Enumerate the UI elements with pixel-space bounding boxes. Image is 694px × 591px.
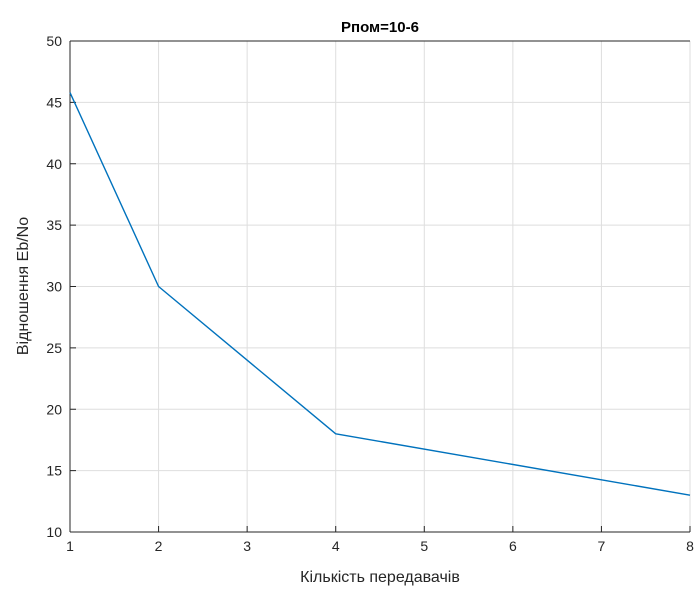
x-tick-label: 7 bbox=[598, 538, 606, 554]
y-axis-title: Відношення Eb/No bbox=[15, 217, 32, 355]
x-tick-label: 2 bbox=[155, 538, 163, 554]
y-tick-label: 15 bbox=[46, 463, 62, 479]
y-tick-label: 40 bbox=[46, 156, 62, 172]
x-axis-title: Кількість передавачів bbox=[300, 569, 460, 586]
y-tick-label: 10 bbox=[46, 524, 62, 540]
x-tick-label: 1 bbox=[66, 538, 74, 554]
y-tick-label: 20 bbox=[46, 401, 62, 417]
y-tick-label: 35 bbox=[46, 217, 62, 233]
x-tick-label: 3 bbox=[243, 538, 251, 554]
chart-title: Рпом=10-6 bbox=[341, 19, 419, 36]
data-series bbox=[69, 92, 691, 496]
x-tick-label: 8 bbox=[686, 538, 694, 554]
y-tick-label: 25 bbox=[46, 340, 62, 356]
x-tick-label: 5 bbox=[420, 538, 428, 554]
series-line bbox=[69, 92, 691, 496]
y-tick-label: 45 bbox=[46, 94, 62, 110]
x-tick-label: 6 bbox=[509, 538, 517, 554]
x-tick-label: 4 bbox=[332, 538, 340, 554]
y-tick-label: 30 bbox=[46, 279, 62, 295]
y-tick-label: 50 bbox=[46, 33, 62, 49]
